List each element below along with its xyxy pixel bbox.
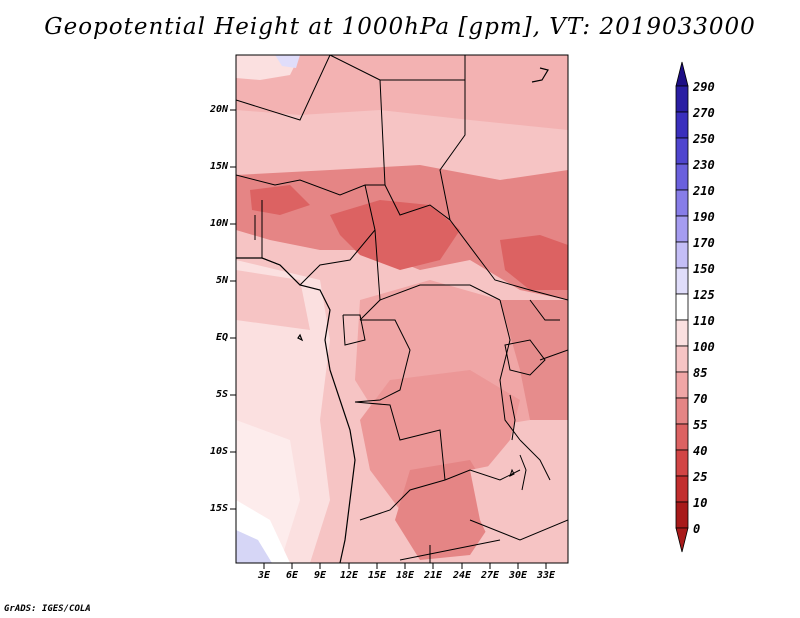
lat-label: 15S: [209, 503, 228, 514]
lat-label: EQ: [215, 332, 228, 343]
lakes: [504, 339, 546, 491]
colorbar-label: 170: [693, 236, 715, 250]
colorbar-label: 270: [693, 106, 715, 120]
map-frame: [235, 54, 569, 564]
colorbar-bottom-arrow: [675, 527, 689, 553]
credit-text: GrADS: IGES/COLA: [4, 604, 91, 614]
lon-label: 3E: [257, 570, 271, 581]
colorbar-swatch: [675, 137, 689, 165]
colorbar-label: 210: [693, 184, 715, 198]
colorbar-swatch: [675, 449, 689, 477]
colorbar-label: 25: [693, 470, 708, 484]
lon-label: 9E: [313, 570, 327, 581]
lat-label: 20N: [209, 104, 228, 115]
colorbar-label: 190: [693, 210, 715, 224]
colorbar-label: 100: [693, 340, 715, 354]
lat-label: 10N: [209, 218, 228, 229]
colorbar-label: 55: [693, 418, 708, 432]
lat-label: 10S: [209, 446, 228, 457]
colorbar-label: 150: [693, 262, 715, 276]
lon-label: 27E: [480, 570, 500, 581]
lat-label: 5S: [215, 389, 228, 400]
colorbar-swatch: [675, 241, 689, 269]
axis-ticks: [230, 109, 547, 569]
colorbar-swatch: [675, 189, 689, 217]
colorbar-label: 125: [693, 288, 715, 302]
lon-label: 12E: [339, 570, 359, 581]
colorbar-label: 40: [693, 444, 708, 458]
colorbar-swatch: [675, 85, 689, 113]
colorbar-swatch: [675, 293, 689, 321]
lon-label: 33E: [536, 570, 556, 581]
lat-label: 15N: [209, 161, 228, 172]
lon-label: 15E: [367, 570, 387, 581]
lon-label: 24E: [452, 570, 472, 581]
colorbar-swatch: [675, 423, 689, 451]
colorbar-swatch: [675, 319, 689, 347]
colorbar-label: 10: [693, 496, 708, 510]
colorbar-label: 230: [693, 158, 715, 172]
lon-label: 30E: [508, 570, 528, 581]
country-borders: [236, 55, 568, 563]
colorbar-swatch: [675, 215, 689, 243]
colorbar-swatch: [675, 267, 689, 295]
colorbar-label: 85: [693, 366, 708, 380]
lon-label: 18E: [395, 570, 415, 581]
colorbar: [675, 61, 689, 553]
map-title: Geopotential Height at 1000hPa [gpm], VT…: [44, 14, 756, 40]
lon-label: 6E: [285, 570, 299, 581]
colorbar-label: 290: [693, 80, 715, 94]
colorbar-swatch: [675, 371, 689, 399]
colorbar-swatch: [675, 397, 689, 425]
colorbar-label: 110: [693, 314, 715, 328]
colorbar-swatch: [675, 345, 689, 373]
colorbar-swatch: [675, 475, 689, 503]
lat-label: 5N: [215, 275, 228, 286]
colorbar-top-arrow: [675, 61, 689, 87]
colorbar-swatch: [675, 501, 689, 529]
colorbar-swatch: [675, 163, 689, 191]
colorbar-label: 250: [693, 132, 715, 146]
height-field: [236, 55, 568, 563]
colorbar-swatch: [675, 111, 689, 139]
coastline: [236, 67, 549, 563]
colorbar-label: 70: [693, 392, 708, 406]
colorbar-label: 0: [693, 522, 701, 536]
lon-label: 21E: [423, 570, 443, 581]
